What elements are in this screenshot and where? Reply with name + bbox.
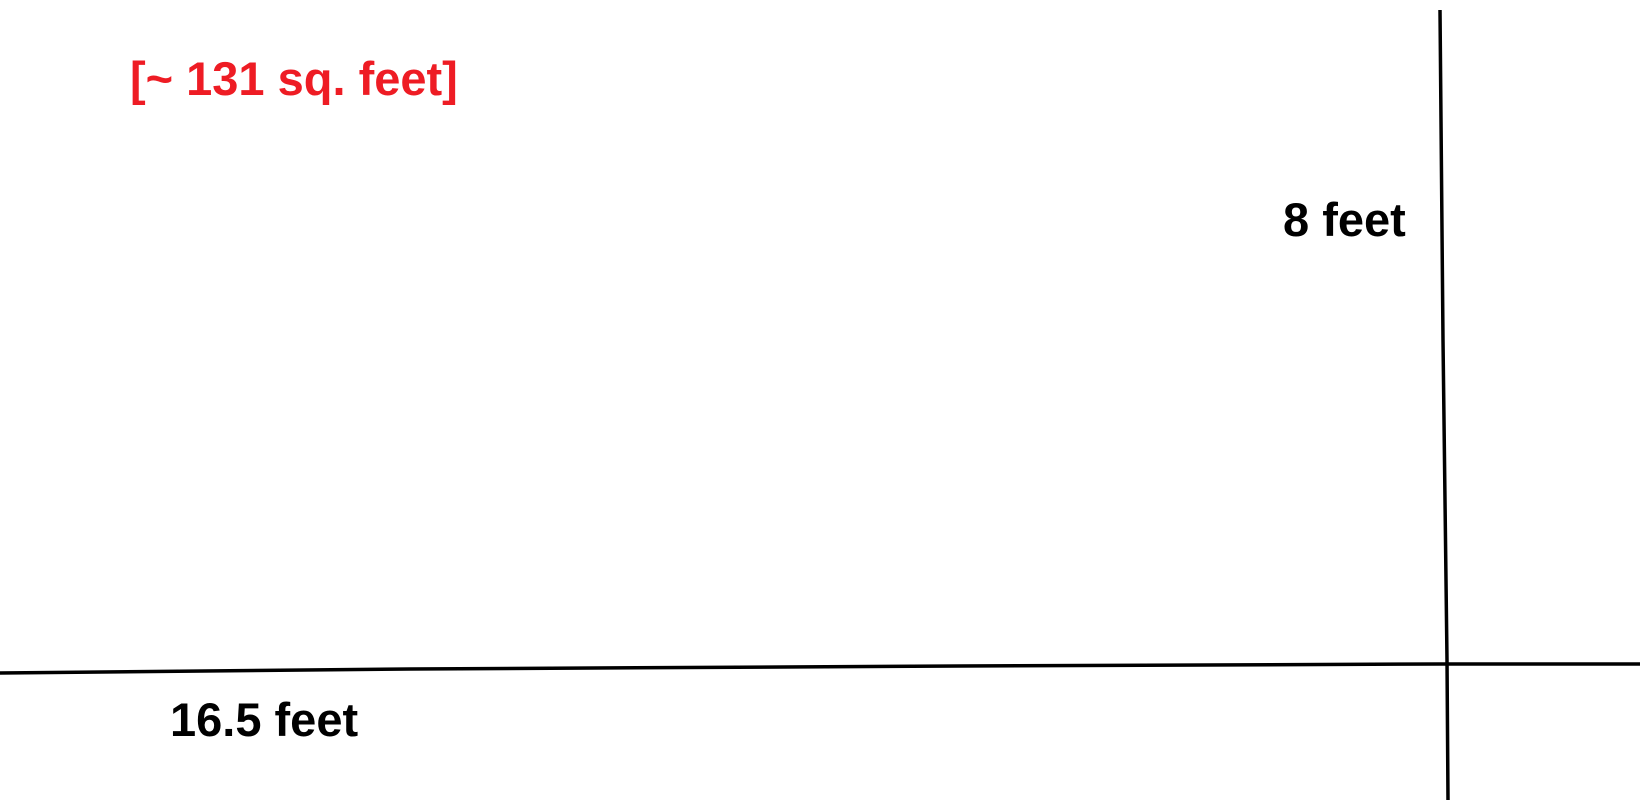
height-label: 8 feet <box>1283 193 1406 246</box>
width-label: 16.5 feet <box>170 693 359 746</box>
vertical-dimension-line <box>1438 9 1450 800</box>
horizontal-dimension-line <box>0 662 1640 675</box>
area-label: [~ 131 sq. feet] <box>130 52 458 105</box>
